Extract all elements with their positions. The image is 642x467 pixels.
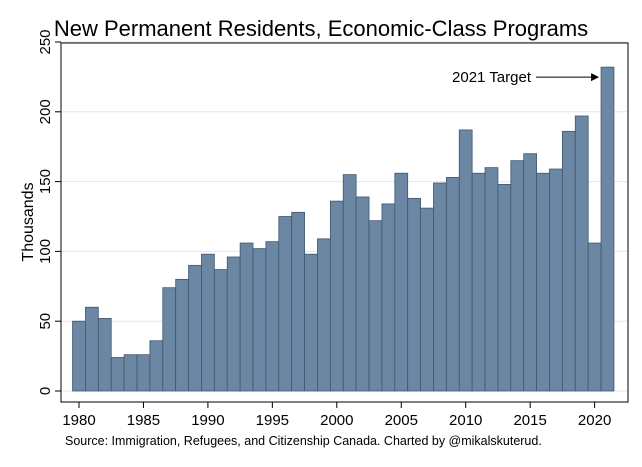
bar-1989: [188, 264, 202, 392]
bar-1986: [149, 340, 164, 392]
bar-2008: [433, 182, 447, 392]
bar-2016: [536, 172, 550, 392]
x-tick-label: 1985: [127, 412, 160, 429]
annotation-arrow-head: [591, 73, 600, 82]
bar-1985: [136, 354, 151, 392]
bar-2021: [600, 66, 615, 392]
bar-1984: [123, 354, 138, 392]
y-axis-title: Thousands: [20, 182, 37, 261]
annotation-label: 2021 Target: [452, 69, 532, 86]
bar-1980: [72, 320, 86, 392]
y-tick-label: 100: [37, 239, 54, 264]
bar-1981: [85, 306, 99, 392]
bar-2018: [561, 130, 576, 392]
y-tick-label: 250: [37, 29, 54, 54]
bar-2013: [497, 183, 512, 392]
x-tick-label: 2000: [320, 412, 353, 429]
bar-2019: [574, 115, 589, 392]
bar-1983: [110, 357, 125, 392]
bar-2010: [458, 129, 473, 392]
bar-2001: [342, 174, 357, 392]
y-tick-label: 0: [37, 387, 54, 395]
x-tick-label: 2005: [385, 412, 418, 429]
bar-2011: [471, 172, 486, 392]
bar-1999: [317, 238, 331, 392]
x-tick-label: 2020: [578, 412, 611, 429]
y-tick-label: 50: [37, 313, 54, 330]
x-tick-label: 1980: [62, 412, 95, 429]
bar-2012: [484, 167, 499, 392]
bar-1990: [201, 253, 215, 392]
bar-1996: [278, 216, 293, 392]
x-tick-label: 2015: [513, 412, 546, 429]
bar-2014: [510, 160, 525, 392]
bar-2017: [549, 168, 563, 392]
bar-2009: [445, 177, 460, 392]
bar-1998: [304, 253, 318, 392]
bar-2004: [381, 203, 396, 392]
bar-2020: [587, 242, 602, 392]
bar-1988: [175, 278, 189, 392]
x-tick-label: 2010: [449, 412, 482, 429]
bar-1993: [239, 242, 254, 392]
x-tick-label: 1995: [256, 412, 289, 429]
x-tick-label: 1990: [191, 412, 224, 429]
bar-2015: [523, 153, 538, 392]
y-tick-label: 150: [37, 169, 54, 194]
bar-1995: [265, 241, 280, 392]
bar-2000: [329, 200, 344, 392]
bar-1997: [291, 211, 305, 392]
plot-frame: [60, 42, 629, 403]
y-tick-label: 200: [37, 99, 54, 124]
bar-2007: [420, 207, 434, 392]
bar-2003: [368, 220, 383, 392]
bar-2006: [407, 197, 421, 392]
bar-1992: [226, 256, 241, 392]
chart-title: New Permanent Residents, Economic-Class …: [53, 16, 589, 41]
chart-source-note: Source: Immigration, Refugees, and Citiz…: [65, 434, 542, 448]
bar-2005: [394, 172, 409, 392]
bar-2002: [355, 196, 370, 392]
bar-1987: [162, 287, 177, 392]
bar-1994: [252, 248, 267, 392]
bar-1991: [213, 269, 228, 392]
bar-1982: [97, 318, 112, 392]
